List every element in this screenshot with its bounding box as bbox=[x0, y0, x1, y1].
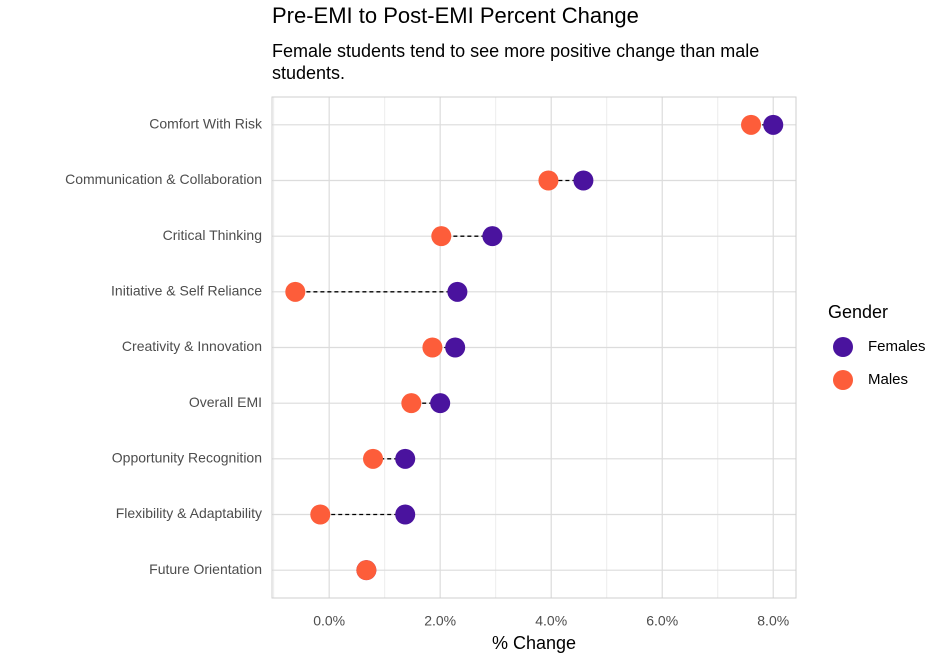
y-tick-label: Flexibility & Adaptability bbox=[116, 505, 262, 521]
dot bbox=[431, 226, 452, 247]
y-tick-label: Critical Thinking bbox=[163, 227, 262, 243]
x-tick-label: 2.0% bbox=[424, 613, 456, 629]
legend-swatch bbox=[833, 370, 853, 390]
dot bbox=[401, 393, 422, 414]
dot bbox=[395, 504, 416, 525]
y-tick-label: Overall EMI bbox=[189, 394, 262, 410]
dot bbox=[763, 114, 784, 135]
dot bbox=[422, 337, 443, 358]
y-tick-label: Future Orientation bbox=[149, 561, 262, 577]
legend-swatch bbox=[833, 337, 853, 357]
dot bbox=[285, 281, 306, 302]
dot bbox=[363, 448, 384, 469]
dot bbox=[538, 170, 559, 191]
chart-subtitle: Female students tend to see more positiv… bbox=[272, 41, 760, 83]
dot bbox=[447, 281, 468, 302]
dot bbox=[310, 504, 331, 525]
y-tick-label: Creativity & Innovation bbox=[122, 338, 262, 354]
x-tick-label: 4.0% bbox=[535, 613, 567, 629]
y-tick-label: Communication & Collaboration bbox=[65, 171, 262, 187]
x-axis-title: % Change bbox=[492, 633, 576, 653]
dot bbox=[395, 448, 416, 469]
legend-label: Females bbox=[868, 338, 926, 355]
x-tick-label: 0.0% bbox=[313, 613, 345, 629]
dot bbox=[356, 560, 377, 581]
legend-label: Males bbox=[868, 371, 908, 388]
chart-title: Pre-EMI to Post-EMI Percent Change bbox=[272, 3, 639, 28]
dot bbox=[741, 114, 762, 135]
y-tick-label: Opportunity Recognition bbox=[112, 450, 262, 466]
legend-title: Gender bbox=[828, 302, 888, 322]
y-tick-label: Comfort With Risk bbox=[149, 116, 263, 132]
dot bbox=[573, 170, 594, 191]
dot bbox=[430, 393, 451, 414]
x-tick-label: 6.0% bbox=[646, 613, 678, 629]
y-tick-label: Initiative & Self Reliance bbox=[111, 283, 262, 299]
x-tick-label: 8.0% bbox=[757, 613, 789, 629]
panel-border bbox=[271, 96, 797, 599]
dot bbox=[445, 337, 466, 358]
dot bbox=[482, 226, 503, 247]
